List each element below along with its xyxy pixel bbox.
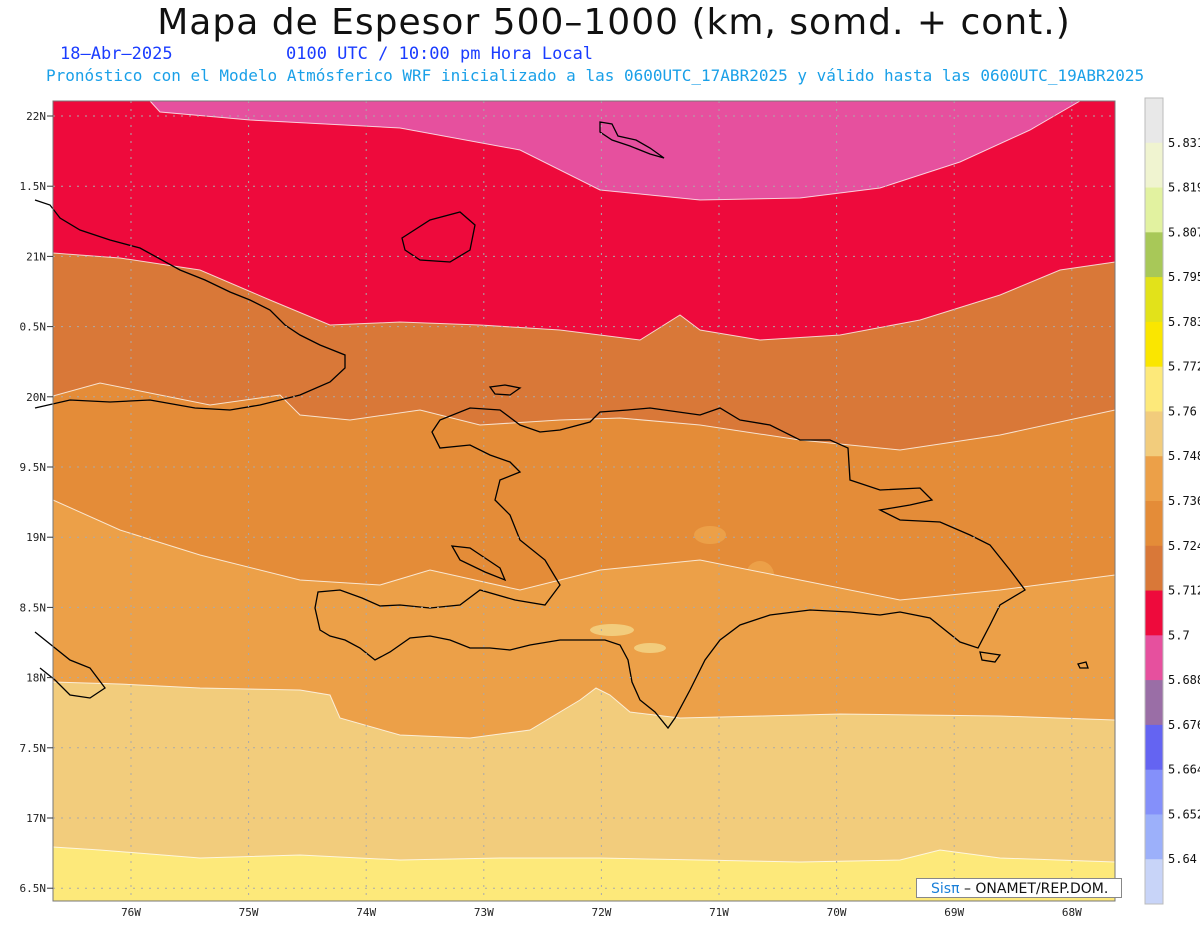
map-frame (52, 100, 1116, 902)
longitude-labels: 76W 75W 74W 73W 72W 71W 70W 69W 68W (121, 906, 1082, 919)
coast-mona (1077, 661, 1089, 669)
coastlines (34, 121, 1089, 730)
lon-label: 70W (827, 906, 847, 919)
lat-label: 21N (26, 250, 46, 263)
colorbar-swatch (1145, 456, 1163, 502)
lon-label: 73W (474, 906, 494, 919)
colorbar-level-label: 5.724 (1168, 539, 1200, 553)
colorbar-swatch (1145, 635, 1163, 681)
blob-tan-1 (590, 624, 634, 636)
colorbar-frame (1144, 97, 1164, 905)
lat-label: 6.5N (20, 882, 47, 895)
coast-hispaniola (314, 407, 1026, 730)
thickness-bands (53, 101, 1115, 901)
lon-label: 68W (1062, 906, 1082, 919)
lat-label: 19N (26, 531, 46, 544)
colorbar-level-label: 5.664 (1168, 763, 1200, 777)
colorbar-swatch (1145, 98, 1163, 144)
colorbar-level-label: 5.819 (1168, 181, 1200, 195)
lon-label: 76W (121, 906, 141, 919)
blob-light-orange-1 (694, 526, 726, 544)
colorbar-swatch (1145, 142, 1163, 189)
band-red (53, 101, 1115, 340)
credit-text: – ONAMET/REP.DOM. (963, 881, 1109, 897)
colorbar-level-label: 5.772 (1168, 360, 1200, 374)
colorbar-swatch (1145, 501, 1163, 547)
lon-label: 69W (944, 906, 964, 919)
credit-box: Sisπ – ONAMET/REP.DOM. (916, 878, 1122, 898)
blob-light-orange-3 (746, 561, 774, 589)
lon-label: 71W (709, 906, 729, 919)
lon-label: 74W (356, 906, 376, 919)
colorbar-swatch (1145, 232, 1163, 278)
band-pink (150, 101, 1080, 200)
lon-label: 75W (239, 906, 259, 919)
band-tan (53, 682, 1115, 862)
colorbar-level-label: 5.64 (1168, 852, 1197, 866)
lat-label: 17N (26, 812, 46, 825)
coast-inagua (401, 211, 476, 263)
blob-light-orange-2 (570, 590, 610, 606)
colorbar-swatch (1145, 277, 1163, 323)
colorbar-level-label: 5.748 (1168, 449, 1200, 463)
colorbar-swatch (1145, 187, 1163, 233)
colorbar-level-label: 5.7 (1168, 628, 1190, 642)
colorbar-level-label: 5.76 (1168, 404, 1197, 418)
credit-brand: Sisπ (931, 881, 960, 897)
lat-label: 1.5N (20, 180, 47, 193)
lat-label: 20N (26, 391, 46, 404)
lat-label: 18N (26, 672, 46, 685)
colorbar-level-label: 5.807 (1168, 225, 1200, 239)
colorbar-level-label: 5.795 (1168, 270, 1200, 284)
lat-label: 22N (26, 110, 46, 123)
colorbar-level-label: 5.712 (1168, 584, 1200, 598)
valid-time: 0100 UTC / 10:00 pm Hora Local (286, 44, 594, 64)
coast-tortuga (488, 384, 522, 396)
band-orange (53, 383, 1115, 600)
blob-tan-2 (634, 643, 666, 653)
colorbar-level-label: 5.831 (1168, 136, 1200, 150)
colorbar: 5.831 5.819 5.807 5.795 5.783 5.772 5.76 5.748 5… (1144, 97, 1200, 905)
coast-saona (979, 651, 1002, 663)
colorbar-swatch (1145, 366, 1163, 412)
contour-lines (52, 100, 1116, 863)
lon-label: 72W (591, 906, 611, 919)
map-title: Mapa de Espesor 500–1000 (km, somd. + co… (157, 2, 1071, 43)
colorbar-swatch (1145, 545, 1163, 592)
colorbar-level-label: 5.688 (1168, 673, 1200, 687)
valid-date: 18–Abr–2025 (60, 44, 173, 64)
lat-label: 9.5N (20, 461, 47, 474)
forecast-description: Pronóstico con el Modelo Atmósferico WRF… (46, 66, 1145, 85)
colorbar-swatch (1145, 769, 1163, 815)
lat-label: 7.5N (20, 742, 47, 755)
colorbar-swatch (1145, 590, 1163, 636)
band-dark-orange (53, 253, 1115, 450)
coast-cuba (34, 199, 346, 411)
colorbar-level-label: 5.676 (1168, 718, 1200, 732)
colorbar-swatch (1145, 814, 1163, 860)
colorbar-swatch (1145, 321, 1163, 368)
colorbar-level-label: 5.652 (1168, 807, 1200, 821)
coast-gonave (450, 545, 507, 582)
colorbar-swatch (1145, 680, 1163, 726)
colorbar-swatch (1145, 411, 1163, 457)
colorbar-level-label: 5.783 (1168, 315, 1200, 329)
colorbar-swatch (1145, 859, 1163, 905)
graticule (53, 101, 1115, 901)
colorbar-level-label: 5.736 (1168, 494, 1200, 508)
lat-label: 8.5N (20, 601, 47, 614)
latitude-labels: 22N 1.5N 21N 0.5N 20N 9.5N 19N 8.5N 18N 7.5N 17N 6.… (20, 110, 53, 895)
coast-caicos (599, 121, 665, 159)
lat-label: 0.5N (20, 321, 47, 334)
band-light-orange (53, 500, 1115, 738)
colorbar-swatch (1145, 724, 1163, 771)
